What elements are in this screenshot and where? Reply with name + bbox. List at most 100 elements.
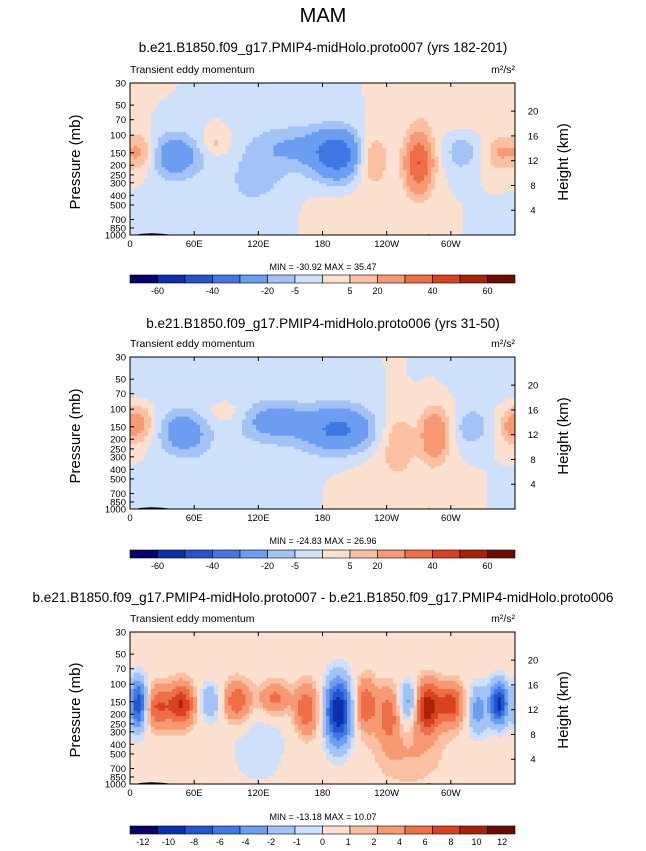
heatmap-cell (221, 367, 225, 371)
heatmap-cell (424, 161, 428, 165)
heatmap-cell (403, 153, 407, 157)
heatmap-cell (459, 159, 463, 163)
heatmap-cell (333, 191, 337, 195)
heatmap-cell (186, 137, 190, 141)
heatmap-cell (214, 102, 218, 106)
heatmap-cell (172, 172, 176, 176)
heatmap-cell (158, 218, 162, 222)
heatmap-cell (224, 118, 229, 122)
heatmap-cell (298, 194, 302, 198)
heatmap-cell (154, 118, 159, 122)
heatmap-cell (406, 153, 411, 157)
heatmap-cell (266, 378, 271, 382)
heatmap-cell (287, 172, 292, 176)
heatmap-cell (256, 102, 260, 106)
heatmap-cell (322, 142, 327, 146)
heatmap-cell (249, 213, 253, 217)
heatmap-cell (259, 99, 264, 103)
heatmap-cell (168, 229, 173, 233)
heatmap-cell (312, 365, 316, 369)
heatmap-cell (420, 164, 425, 168)
heatmap-cell (452, 148, 456, 152)
heatmap-cell (469, 205, 474, 209)
heatmap-cell (333, 112, 337, 116)
heatmap-cell (263, 161, 267, 165)
heatmap-cell (231, 376, 236, 380)
heatmap-cell (294, 110, 299, 114)
heatmap-cell (133, 359, 138, 363)
heatmap-cell (182, 85, 187, 89)
heatmap-cell (308, 115, 313, 119)
heatmap-cell (189, 126, 194, 130)
heatmap-cell (277, 104, 281, 108)
heatmap-cell (347, 186, 351, 190)
heatmap-cell (483, 213, 488, 217)
heatmap-cell (252, 229, 257, 233)
heatmap-cell (298, 112, 302, 116)
heatmap-cell (200, 110, 204, 114)
heatmap-cell (168, 112, 173, 116)
heatmap-cell (298, 367, 302, 371)
heatmap-cell (235, 107, 239, 111)
heatmap-cell (466, 186, 470, 190)
heatmap-cell (424, 145, 428, 149)
heatmap-cell (333, 367, 337, 371)
heatmap-cell (137, 186, 141, 190)
heatmap-cell (361, 129, 365, 133)
heatmap-cell (469, 226, 474, 230)
heatmap-cell (448, 159, 453, 163)
heatmap-cell (354, 115, 358, 119)
heatmap-cell (266, 218, 271, 222)
heatmap-cell (508, 216, 512, 220)
heatmap-cell (473, 131, 477, 135)
heatmap-cell (375, 367, 379, 371)
heatmap-cell (280, 126, 285, 130)
heatmap-cell (165, 365, 169, 369)
heatmap-cell (329, 96, 334, 100)
heatmap-cell (210, 224, 215, 228)
colorbar-swatch (267, 274, 296, 284)
heatmap-cell (427, 156, 432, 160)
heatmap-cell (231, 96, 236, 100)
heatmap-cell (287, 121, 292, 125)
heatmap-cell (249, 178, 253, 182)
heatmap-cell (214, 367, 218, 371)
heatmap-cell (193, 207, 197, 211)
heatmap-cell (186, 126, 190, 130)
heatmap-cell (137, 221, 141, 225)
heatmap-cell (210, 376, 215, 380)
heatmap-cell (326, 359, 330, 363)
heatmap-cell (364, 359, 369, 363)
heatmap-cell (221, 183, 225, 187)
heatmap-cell (224, 104, 229, 108)
heatmap-cell (147, 365, 152, 369)
heatmap-cell (375, 373, 379, 377)
heatmap-cell (469, 150, 474, 154)
heatmap-cell (238, 104, 243, 108)
heatmap-cell (242, 126, 246, 130)
heatmap-cell (256, 378, 260, 382)
heatmap-cell (238, 183, 243, 187)
heatmap-cell (347, 110, 351, 114)
heatmap-cell (165, 167, 169, 171)
heatmap-cell (480, 226, 484, 230)
heatmap-cell (494, 148, 498, 152)
heatmap-cell (182, 224, 187, 228)
heatmap-cell (308, 172, 313, 176)
panel-1-stats: MIN = -30.92 MAX = 35.47 (269, 262, 376, 272)
heatmap-cell (186, 232, 190, 236)
heatmap-cell (189, 378, 194, 382)
heatmap-cell (266, 153, 271, 157)
heatmap-cell (266, 373, 271, 377)
heatmap-cell (133, 226, 138, 230)
heatmap-cell (322, 126, 327, 130)
heatmap-cell (266, 96, 271, 100)
heatmap-cell (259, 188, 264, 192)
heatmap-cell (186, 188, 190, 192)
heatmap-cell (273, 357, 278, 361)
heatmap-cell (193, 367, 197, 371)
heatmap-cell (151, 370, 155, 374)
heatmap-cell (189, 153, 194, 157)
heatmap-cell (413, 188, 418, 192)
heatmap-cell (151, 142, 155, 146)
